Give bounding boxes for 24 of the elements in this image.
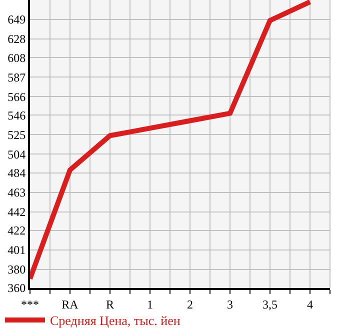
y-tick-label: 463 — [8, 186, 26, 200]
x-tick-label: RA — [62, 297, 79, 312]
x-tick-label: R — [106, 297, 114, 312]
y-tick-label: 525 — [8, 128, 26, 142]
y-tick-label: 628 — [8, 32, 26, 46]
y-tick-label: 587 — [8, 70, 26, 84]
y-tick-label: 422 — [8, 224, 26, 238]
legend-label: Средняя Цена, тыс. йен — [50, 313, 180, 328]
y-tick-label: 504 — [8, 147, 26, 162]
y-tick-label: 484 — [8, 166, 26, 180]
y-tick-label: 566 — [8, 90, 26, 104]
y-tick-label: 442 — [8, 205, 26, 220]
y-tick-label: 546 — [8, 108, 26, 122]
x-tick-label: 2 — [187, 297, 193, 312]
y-tick-label: 360 — [8, 281, 26, 296]
x-tick-label: 4 — [307, 297, 313, 312]
y-tick-label: 401 — [8, 243, 26, 258]
x-tick-label: *** — [21, 297, 39, 312]
x-tick-label: 3 — [227, 297, 233, 312]
y-tick-label: 649 — [8, 12, 26, 27]
x-tick-label: 1 — [147, 297, 153, 312]
y-tick-label: 608 — [8, 50, 26, 65]
y-tick-label: 380 — [8, 262, 26, 277]
x-tick-label: 3,5 — [262, 297, 278, 312]
